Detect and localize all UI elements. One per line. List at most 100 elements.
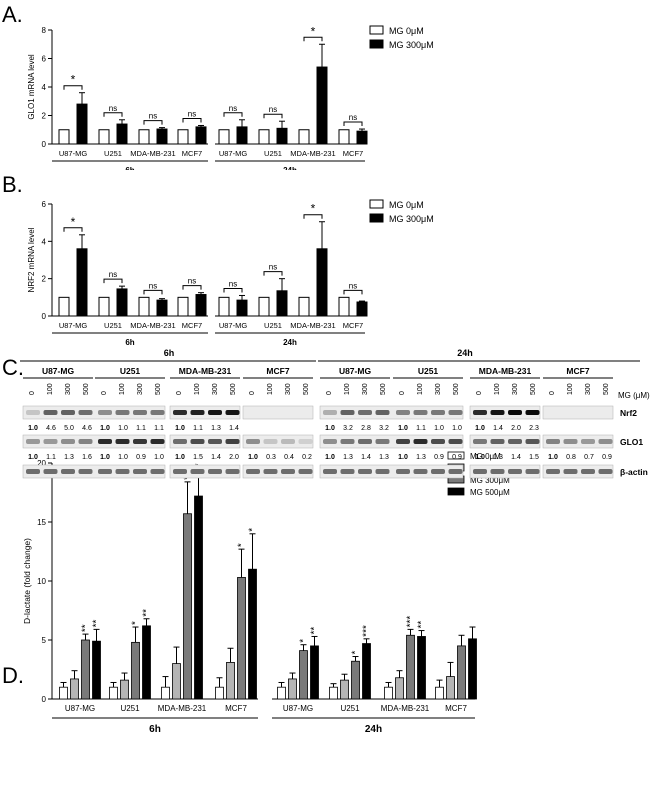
x-tick-label: U87-MG xyxy=(283,704,313,713)
dose-label: 300 xyxy=(137,383,144,395)
blot-row-label: Nrf2 xyxy=(620,408,637,418)
densitometry-value: 2.3 xyxy=(529,425,539,432)
dose-label: 0 xyxy=(101,391,108,395)
blot-band xyxy=(61,410,75,415)
densitometry-value: 1.4 xyxy=(511,454,521,461)
densitometry-value: 1.1 xyxy=(136,425,146,432)
blot-band xyxy=(208,410,222,415)
blot-band xyxy=(78,469,93,474)
significance-label: * xyxy=(131,621,142,625)
bar-mg300 xyxy=(276,127,288,145)
densitometry-value: 3.2 xyxy=(343,425,353,432)
x-tick-label: MCF7 xyxy=(225,704,247,713)
blot-band xyxy=(473,439,487,444)
y-tick-label: 10 xyxy=(37,577,46,586)
densitometry-value: 0.9 xyxy=(452,454,462,461)
dose-label: 300 xyxy=(212,383,219,395)
bar-mg0 xyxy=(258,296,270,317)
blot-band xyxy=(448,439,463,444)
legend-label: MG 0μM xyxy=(470,452,501,461)
x-tick-label: U251 xyxy=(264,149,282,158)
significance-label: * xyxy=(248,528,259,532)
dose-label: 0 xyxy=(249,391,256,395)
dose-label: 500 xyxy=(603,383,610,395)
blot-band xyxy=(431,439,445,444)
significance-label: ns xyxy=(149,281,157,290)
bar-mg0 xyxy=(329,686,338,700)
significance-label: ns xyxy=(229,279,237,288)
dose-label: 500 xyxy=(83,383,90,395)
blot-strip xyxy=(319,405,464,420)
y-tick-label: 6 xyxy=(42,55,47,64)
y-tick-label: 15 xyxy=(37,518,46,527)
group-label: 24h xyxy=(283,338,297,345)
densitometry-value: 2.0 xyxy=(229,454,239,461)
x-tick-label: MDA-MB-231 xyxy=(130,321,175,330)
blot-band xyxy=(133,469,147,474)
blot-band xyxy=(246,439,260,444)
significance-label: * xyxy=(311,202,316,216)
dose-label: 0 xyxy=(476,391,483,395)
bar-mg500 xyxy=(142,625,151,700)
bar-mg500 xyxy=(248,568,257,700)
dose-label: 100 xyxy=(494,383,501,395)
significance-label: ns xyxy=(229,104,237,113)
blot-band xyxy=(43,469,58,474)
bar-mg300 xyxy=(406,634,415,700)
densitometry-value: 1.3 xyxy=(211,425,221,432)
blot-strip xyxy=(469,405,541,420)
blot-band xyxy=(323,410,337,415)
blot-band xyxy=(598,469,613,474)
blot-strip xyxy=(169,434,241,449)
blot-band xyxy=(375,410,390,415)
densitometry-value: 1.0 xyxy=(475,425,485,432)
blot-strip xyxy=(242,464,314,479)
blot-band xyxy=(473,410,487,415)
bar-mg500 xyxy=(92,640,101,700)
significance-label: ns xyxy=(149,112,157,121)
bar-mg0 xyxy=(338,129,350,145)
bar-mg300 xyxy=(116,288,128,317)
legend-label: MG 300μM xyxy=(389,214,434,224)
legend-label: MG 300μM xyxy=(470,476,510,485)
significance-label: ns xyxy=(109,104,117,113)
blot-band xyxy=(546,469,560,474)
significance-bracket xyxy=(223,287,243,293)
blot-band xyxy=(525,410,540,415)
bar-mg0 xyxy=(435,686,444,700)
densitometry-value: 0.9 xyxy=(136,454,146,461)
densitometry-value: 1.6 xyxy=(82,454,92,461)
blot-band xyxy=(150,410,165,415)
densitometry-value: 1.3 xyxy=(343,454,353,461)
blot-band xyxy=(396,469,410,474)
dose-label: 0 xyxy=(399,391,406,395)
legend-swatch xyxy=(369,199,384,209)
densitometry-value: 5.0 xyxy=(64,425,74,432)
bar-mg0 xyxy=(58,129,70,145)
blot-strip xyxy=(319,434,464,449)
y-tick-label: 5 xyxy=(42,636,47,645)
blot-band xyxy=(358,439,372,444)
densitometry-value: 1.0 xyxy=(28,454,38,461)
legend-label: MG 500μM xyxy=(470,488,510,497)
blot-band xyxy=(263,469,278,474)
blot-band xyxy=(340,469,355,474)
densitometry-value: 1.1 xyxy=(46,454,56,461)
x-tick-label: MDA-MB-231 xyxy=(158,704,207,713)
densitometry-value: 0.2 xyxy=(302,454,312,461)
densitometry-value: 0.7 xyxy=(584,454,594,461)
bar-mg500 xyxy=(310,645,319,700)
bar-mg300 xyxy=(76,103,88,145)
western-blot: 6h 24h U87-MG 0 100 300 500 U251 0 100 300 500 MDA-M… xyxy=(20,348,650,400)
significance-bracket xyxy=(263,113,283,119)
densitometry-value: 1.0 xyxy=(398,454,408,461)
dose-label: 300 xyxy=(512,383,519,395)
densitometry-value: 1.1 xyxy=(193,425,203,432)
legend-swatch xyxy=(447,451,465,460)
blot-strip xyxy=(542,434,614,449)
y-tick-label: 20 xyxy=(37,459,46,468)
bar-mg100 xyxy=(226,662,235,700)
significance-label: ** xyxy=(310,627,321,635)
blot-band xyxy=(98,439,112,444)
blot-band xyxy=(133,410,147,415)
